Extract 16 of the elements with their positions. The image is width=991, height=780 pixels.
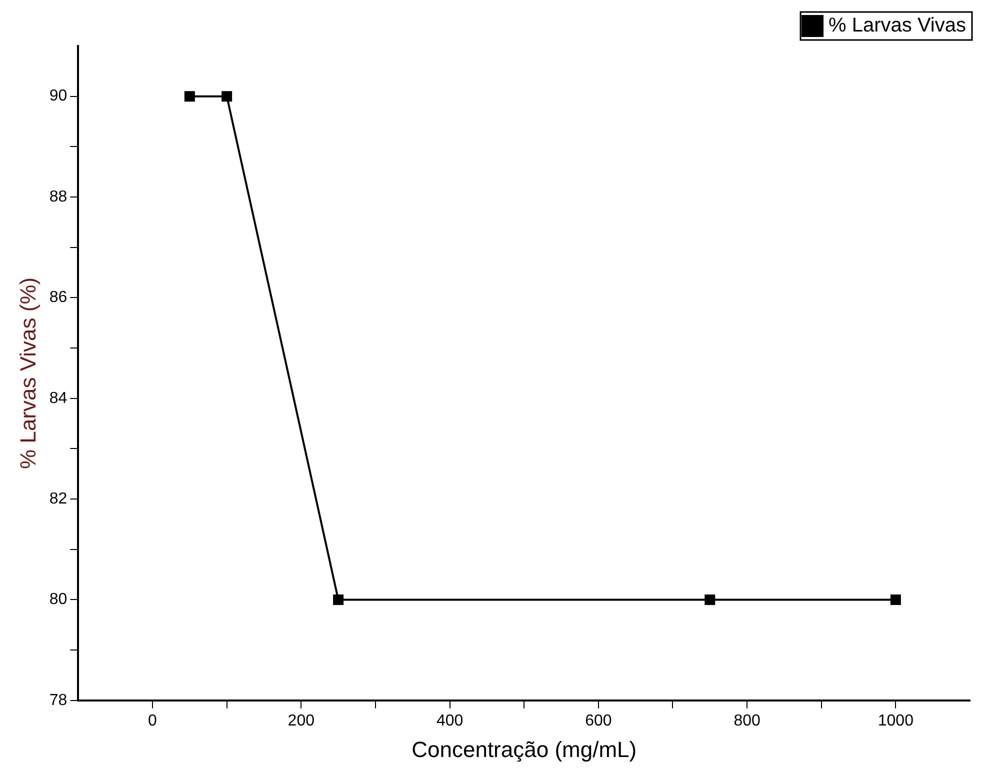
y-tick-label: 84 <box>49 390 68 407</box>
x-tick-label: 200 <box>288 712 315 730</box>
legend-label: % Larvas Vivas <box>828 14 966 37</box>
y-axis-title: % Larvas Vivas (%) <box>15 277 40 469</box>
x-tick-label: 400 <box>436 712 464 730</box>
y-tick-label: 80 <box>49 591 68 608</box>
x-tick-label: 1000 <box>878 712 914 730</box>
x-tick-label: 800 <box>734 712 760 730</box>
x-tick-label: 600 <box>585 712 612 730</box>
x-axis-title: Concentração (mg/mL) <box>412 736 637 762</box>
y-tick-label: 88 <box>49 188 68 206</box>
x-tick-label: 0 <box>148 712 158 730</box>
y-tick-label: 82 <box>49 490 68 508</box>
y-tick-label: 86 <box>49 289 68 306</box>
y-tick-label: 90 <box>49 88 68 105</box>
y-tick-label: 78 <box>49 692 68 709</box>
